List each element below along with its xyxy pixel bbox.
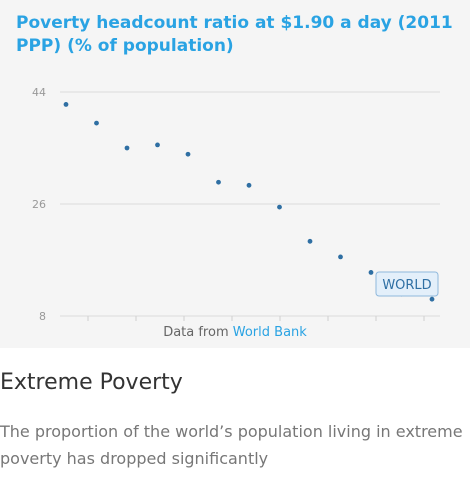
data-point [246,182,252,188]
card-description: The proportion of the world’s population… [0,422,463,468]
data-point [368,270,374,275]
data-point [307,238,313,244]
chart-plot: 8 26 44 WORLD [32,86,440,323]
card-title[interactable]: Extreme Poverty [0,370,183,395]
data-point [63,102,69,107]
data-point [338,254,343,260]
chart-title: Poverty headcount ratio at $1.90 a day (… [16,13,453,56]
world-label-box [375,271,439,297]
data-point [185,151,191,157]
y-tick-label: 44 [32,86,46,99]
data-point [277,204,282,210]
data-source: Data from World Bank [0,325,470,340]
source-prefix: Data from [163,325,229,340]
data-point [216,179,221,185]
world-label: WORLD [382,278,431,293]
chart-panel: Poverty headcount ratio at $1.90 a day (… [0,13,470,340]
data-point [94,120,99,126]
data-point [124,145,130,151]
world-bank-link[interactable]: World Bank [232,325,307,340]
data-point [155,142,160,148]
y-tick-label: 26 [32,198,46,211]
y-tick-label: 8 [39,310,46,323]
data-point [429,296,435,302]
